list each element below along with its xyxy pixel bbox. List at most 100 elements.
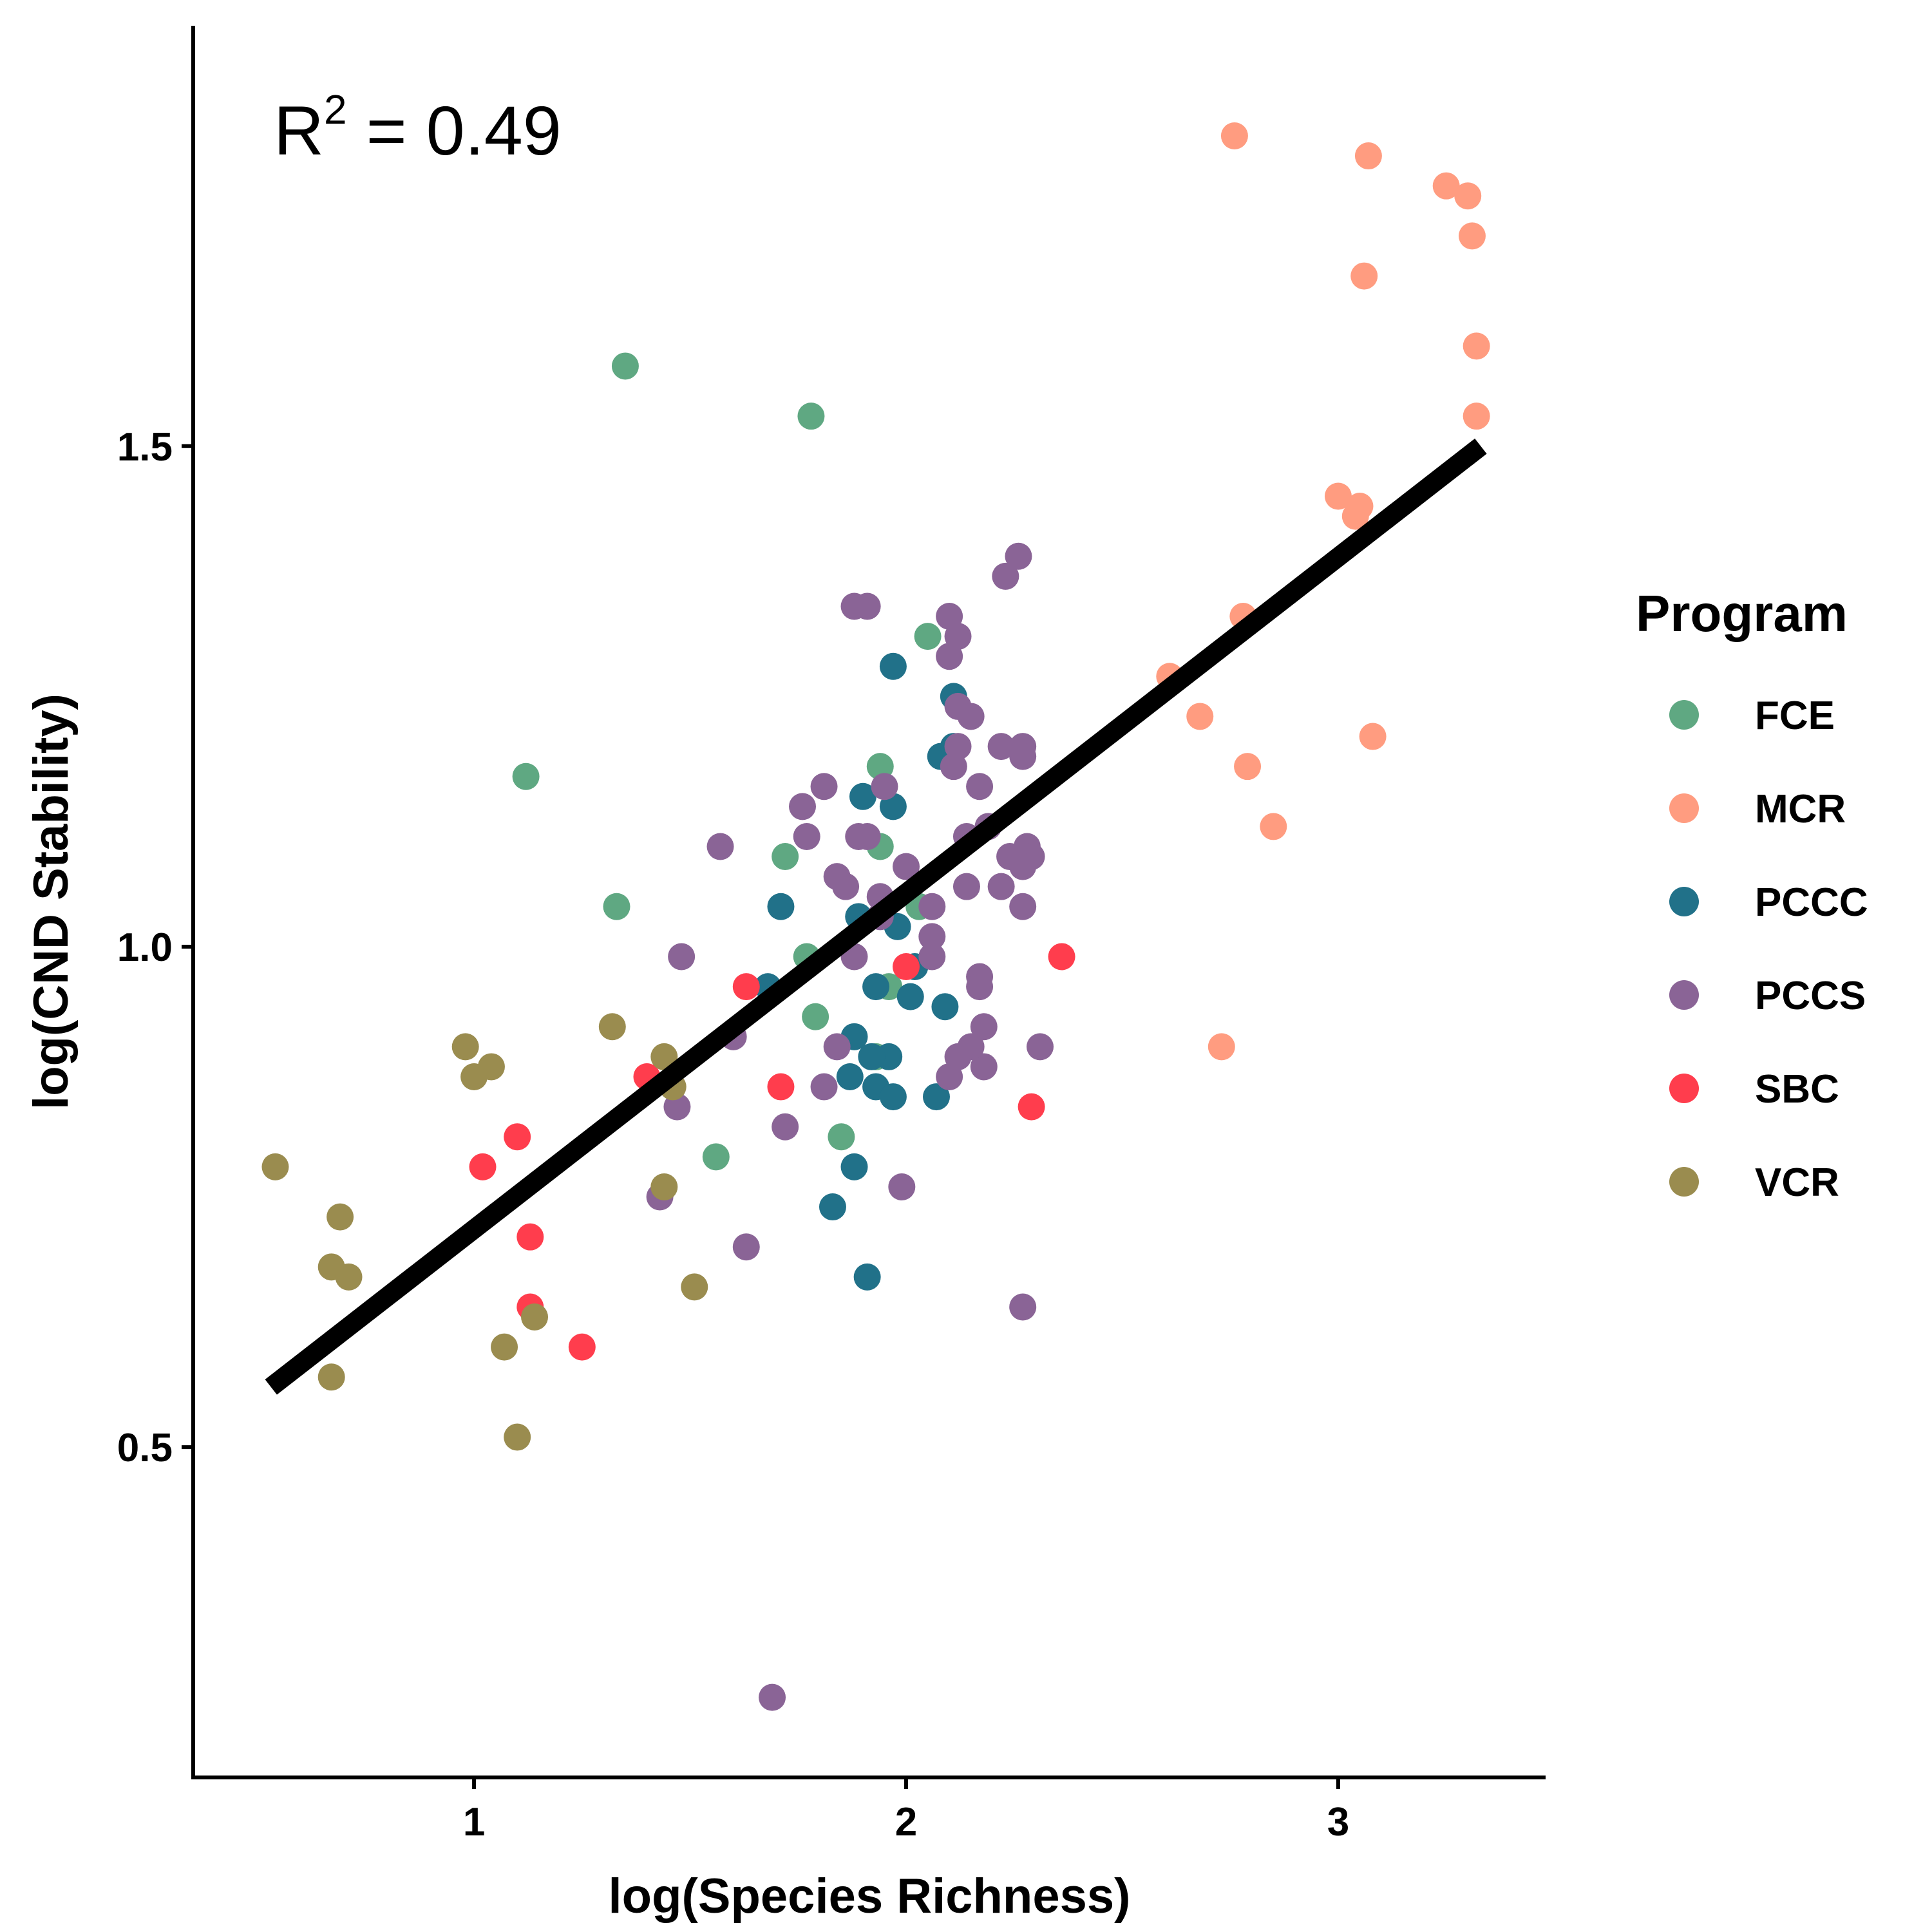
legend-label-mcr: MCR	[1755, 787, 1846, 831]
point-pccs-55	[888, 1173, 916, 1200]
point-mcr-3	[1454, 182, 1482, 210]
point-pccs-50	[936, 1063, 963, 1090]
legend-label-pccc: PCCC	[1755, 880, 1868, 925]
legend-label-fce: FCE	[1755, 694, 1835, 738]
point-pccs-10	[987, 733, 1015, 761]
point-pccs-34	[918, 893, 946, 920]
fit-annotation: R2 = 0.49	[274, 86, 562, 169]
point-pccs-14	[871, 773, 898, 800]
point-fce-1	[797, 402, 825, 430]
point-sbc-6	[504, 1123, 531, 1151]
legend: Program FCE MCR PCCC PCCS SBC VCR	[1636, 585, 1868, 1205]
point-pccc-11	[896, 983, 924, 1010]
legend-key-sbc	[1669, 1074, 1699, 1103]
point-pccs-18	[706, 833, 734, 860]
point-mcr-7	[1463, 402, 1490, 430]
ticks-layer: 1 2 3 0.5 1.0 1.5	[117, 425, 1349, 1844]
point-pccs-6	[936, 643, 963, 670]
point-fce-11	[828, 1123, 855, 1151]
point-pccs-45	[970, 1013, 998, 1041]
point-fce-3	[603, 893, 630, 920]
point-sbc-1	[893, 953, 920, 981]
legend-key-vcr	[1669, 1167, 1699, 1197]
legend-label-vcr: VCR	[1755, 1160, 1839, 1205]
y-axis-title: log(CND Stability)	[24, 694, 79, 1110]
y-tick-label-2: 1.5	[117, 425, 173, 469]
point-mcr-0	[1220, 122, 1248, 149]
point-vcr-13	[491, 1333, 518, 1361]
point-vcr-12	[521, 1303, 549, 1331]
point-pccs-13	[940, 753, 967, 781]
point-pccs-8	[957, 703, 985, 730]
x-tick-label-1: 2	[895, 1800, 917, 1844]
point-pccs-35	[1009, 893, 1037, 920]
point-mcr-16	[1260, 813, 1287, 840]
point-pccs-37	[918, 923, 946, 951]
point-pccc-20	[922, 1083, 950, 1111]
legend-key-fce	[1669, 700, 1699, 730]
point-pccs-42	[966, 973, 994, 1001]
point-vcr-6	[261, 1153, 289, 1180]
point-fce-9	[802, 1003, 829, 1030]
point-vcr-1	[451, 1033, 479, 1061]
point-mcr-4	[1458, 222, 1486, 250]
point-pccs-12	[1009, 743, 1037, 770]
point-pccs-52	[772, 1113, 799, 1141]
point-mcr-17	[1208, 1033, 1235, 1061]
point-pccc-0	[879, 652, 907, 680]
point-sbc-4	[767, 1073, 795, 1101]
point-mcr-13	[1186, 703, 1214, 730]
point-sbc-2	[732, 973, 760, 1001]
point-fce-7	[772, 843, 799, 871]
point-vcr-3	[460, 1063, 488, 1090]
point-pccs-48	[970, 1053, 998, 1081]
point-sbc-8	[516, 1223, 544, 1251]
point-fce-2	[512, 762, 540, 790]
point-mcr-2	[1432, 172, 1460, 200]
legend-key-pccc	[1669, 887, 1699, 916]
point-pccs-39	[668, 943, 696, 971]
legend-label-pccs: PCCS	[1755, 974, 1866, 1018]
point-vcr-7	[327, 1203, 354, 1231]
legend-label-sbc: SBC	[1755, 1067, 1839, 1112]
point-vcr-8	[650, 1173, 678, 1200]
point-pccs-46	[1027, 1033, 1054, 1061]
point-mcr-6	[1463, 332, 1490, 360]
point-pccs-3	[853, 592, 881, 620]
legend-title: Program	[1636, 585, 1848, 642]
point-sbc-7	[469, 1153, 497, 1180]
point-pccs-17	[789, 793, 817, 820]
point-sbc-5	[1018, 1093, 1045, 1121]
y-tick-label-0: 0.5	[117, 1426, 173, 1470]
point-pccc-22	[819, 1193, 846, 1221]
point-vcr-4	[650, 1043, 678, 1070]
point-vcr-14	[317, 1363, 345, 1391]
point-pccs-15	[966, 773, 994, 800]
point-pccs-1	[992, 562, 1019, 590]
point-pccs-16	[810, 773, 838, 800]
point-mcr-14	[1359, 723, 1387, 750]
point-mcr-5	[1350, 262, 1378, 290]
point-vcr-0	[598, 1013, 626, 1041]
point-sbc-10	[568, 1333, 596, 1361]
x-axis-title: log(Species Richness)	[609, 1869, 1131, 1924]
point-vcr-10	[335, 1263, 363, 1291]
point-pccs-51	[810, 1073, 838, 1101]
point-pccc-4	[849, 782, 876, 810]
x-tick-label-0: 1	[463, 1800, 485, 1844]
point-pccs-38	[918, 943, 946, 971]
point-pccs-28	[893, 853, 920, 880]
point-pccs-58	[759, 1683, 786, 1711]
point-pccc-10	[862, 973, 890, 1001]
point-mcr-8	[1324, 482, 1352, 510]
point-pccc-12	[931, 993, 959, 1021]
point-pccs-27	[1009, 853, 1037, 880]
point-pccs-30	[832, 873, 860, 900]
point-pccs-49	[957, 1033, 985, 1061]
point-sbc-0	[1048, 943, 1075, 971]
point-pccs-57	[1009, 1293, 1037, 1321]
point-pccs-56	[732, 1233, 760, 1261]
annotation-suffix: = 0.49	[347, 91, 562, 169]
point-mcr-1	[1354, 142, 1382, 170]
